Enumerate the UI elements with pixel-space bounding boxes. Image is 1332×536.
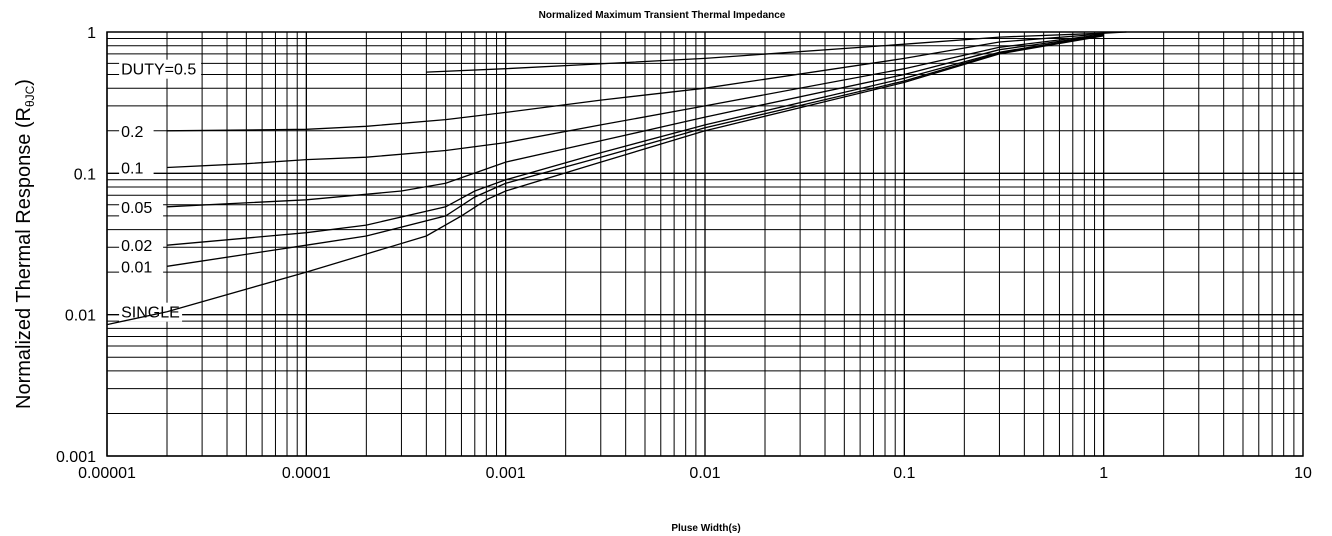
chart-title: Normalized Maximum Transient Thermal Imp… <box>539 10 786 21</box>
series-label-text: 0.1 <box>121 160 143 177</box>
series-label-background <box>119 302 183 322</box>
series-label-backgrounds <box>119 59 202 322</box>
series-label-background <box>119 197 164 217</box>
x-tick-label: 0.0001 <box>282 465 331 482</box>
plot-series-lines <box>106 31 1127 326</box>
series-line <box>166 33 1104 132</box>
series-label-background <box>119 236 164 256</box>
y-axis-label-main: Normalized Thermal Response (R <box>13 107 35 409</box>
series-line <box>166 34 1104 208</box>
y-axis-label-close: ) <box>13 79 35 86</box>
plot-frame <box>106 31 1304 457</box>
series-label-background <box>119 158 154 178</box>
y-tick-label: 0.01 <box>65 308 96 325</box>
x-axis-label: Pluse Width(s) <box>671 523 740 534</box>
series-label-background <box>119 59 202 79</box>
series-label-background <box>119 121 154 141</box>
series-label-text: 0.02 <box>121 238 152 255</box>
series-label-text: 0.05 <box>121 200 152 217</box>
x-tick-label: 0.1 <box>893 465 915 482</box>
x-axis-tick-labels: 0.00001 0.0001 0.001 0.01 0.1 1 10 <box>78 465 1312 482</box>
series-line <box>166 34 1104 246</box>
series-label-text: 0.2 <box>121 124 143 141</box>
series-label-background <box>119 257 164 277</box>
y-axis-label-subscript: θJC <box>23 85 37 107</box>
x-tick-label: 0.001 <box>486 465 526 482</box>
series-label-text: 0.01 <box>121 259 152 276</box>
x-tick-label: 1 <box>1099 465 1108 482</box>
series-line <box>166 33 1104 169</box>
series-labels: DUTY=0.5 0.2 0.1 0.05 0.02 0.01 SINGLE <box>121 62 196 322</box>
plot-grid <box>106 32 1303 457</box>
y-tick-label: 0.1 <box>74 166 96 183</box>
series-line <box>426 31 1127 73</box>
y-tick-label: 1 <box>87 25 96 42</box>
series-label-text: SINGLE <box>121 305 180 322</box>
series-line <box>166 34 1104 267</box>
series-line <box>106 35 1104 326</box>
y-tick-label: 0.001 <box>56 449 96 466</box>
x-tick-label: 0.00001 <box>78 465 136 482</box>
x-tick-label: 0.01 <box>689 465 720 482</box>
x-tick-label: 10 <box>1294 465 1312 482</box>
y-axis-label: Normalized Thermal Response (RθJC) <box>13 79 37 409</box>
y-axis-tick-labels: 0.001 0.01 0.1 1 <box>56 25 96 466</box>
series-label-text: DUTY=0.5 <box>121 62 196 79</box>
